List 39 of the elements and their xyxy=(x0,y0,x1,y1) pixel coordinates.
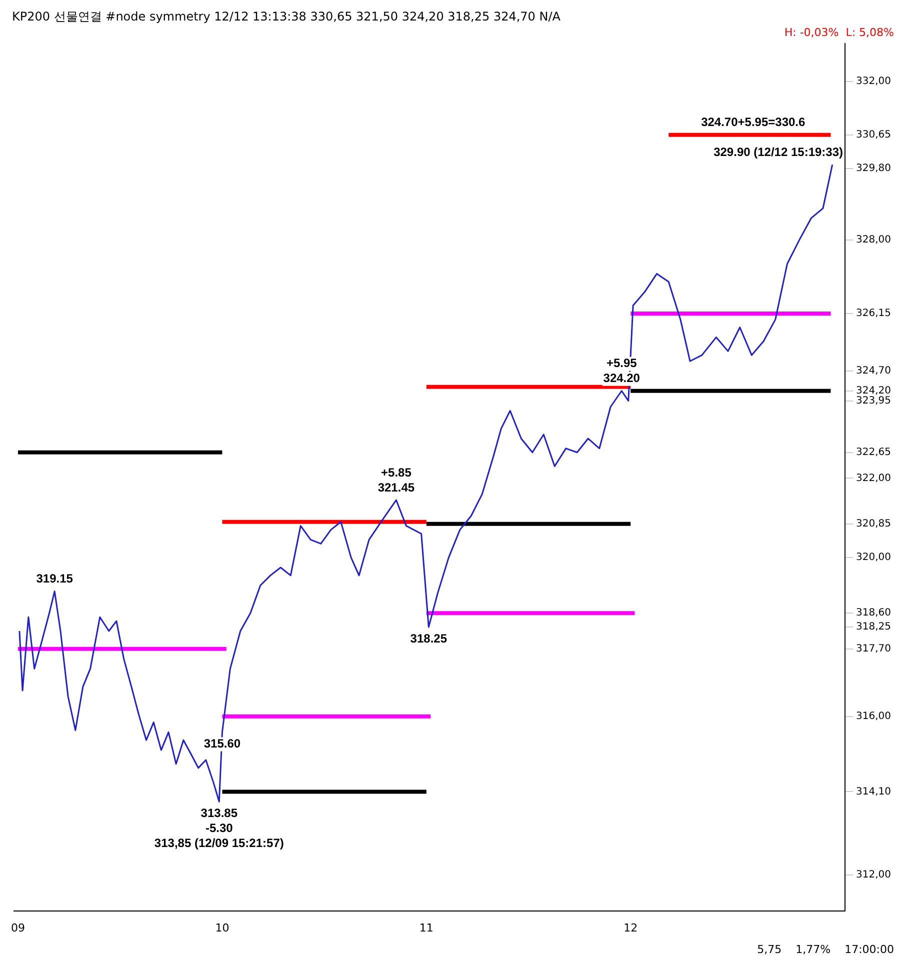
x-tick-label: 11 xyxy=(419,921,434,934)
y-tick-label: 329,80 xyxy=(856,163,892,174)
y-tick-label: 318,25 xyxy=(856,622,892,633)
x-tick-label: 10 xyxy=(215,921,230,934)
y-tick-label: 312,00 xyxy=(856,870,892,881)
y-tick-label: 314,10 xyxy=(856,786,892,798)
y-tick-label: 320,85 xyxy=(856,518,892,530)
annotation: -5.30 xyxy=(205,820,234,835)
y-tick-label: 322,65 xyxy=(856,446,892,458)
annotation: 321.45 xyxy=(378,480,415,494)
annotation: 319.15 xyxy=(36,572,74,586)
annotation: +5.95 xyxy=(606,356,638,370)
text: 1,77% xyxy=(796,942,831,956)
text: 17:00:00 xyxy=(844,942,894,956)
y-tick-label: 328,00 xyxy=(856,234,892,246)
y-tick-label: 323,95 xyxy=(856,395,892,406)
annotation: 313,85 (12/09 15:21:57) xyxy=(154,836,284,850)
annotation: 315.60 xyxy=(204,736,241,751)
y-tick-label: 317,70 xyxy=(856,643,892,654)
chart-subtitle: H: -0,03% L: 5,08% xyxy=(784,26,894,39)
annotation: +5.85 xyxy=(381,465,412,480)
y-tick-label: 320,00 xyxy=(856,552,892,564)
y-tick-label: 324,20 xyxy=(856,385,892,396)
y-tick-label: 330,65 xyxy=(856,129,892,140)
annotation: 329.90 (12/12 15:19:33) xyxy=(714,144,844,159)
y-tick-label: 332,00 xyxy=(856,76,892,87)
y-tick-label: 316,00 xyxy=(856,710,892,722)
annotation: 318.25 xyxy=(410,631,448,646)
x-tick-label: 09 xyxy=(11,921,26,934)
annotation: 324.70+5.95=330.6 xyxy=(701,115,806,130)
chart-title: KP200 선물연결 #node symmetry 12/12 13:13:38 330,65 321,50 324,20 318,25 324,70 N/A xyxy=(12,9,562,24)
y-tick-label: 324,70 xyxy=(856,366,892,377)
y-tick-label: 326,15 xyxy=(856,308,892,320)
y-tick-label: 318,60 xyxy=(856,608,892,619)
annotation: 313.85 xyxy=(200,806,238,820)
annotation: 324.20 xyxy=(603,371,640,386)
x-tick-label: 12 xyxy=(624,921,638,934)
text: 5,75 xyxy=(757,942,782,956)
y-tick-label: 322,00 xyxy=(856,472,892,484)
